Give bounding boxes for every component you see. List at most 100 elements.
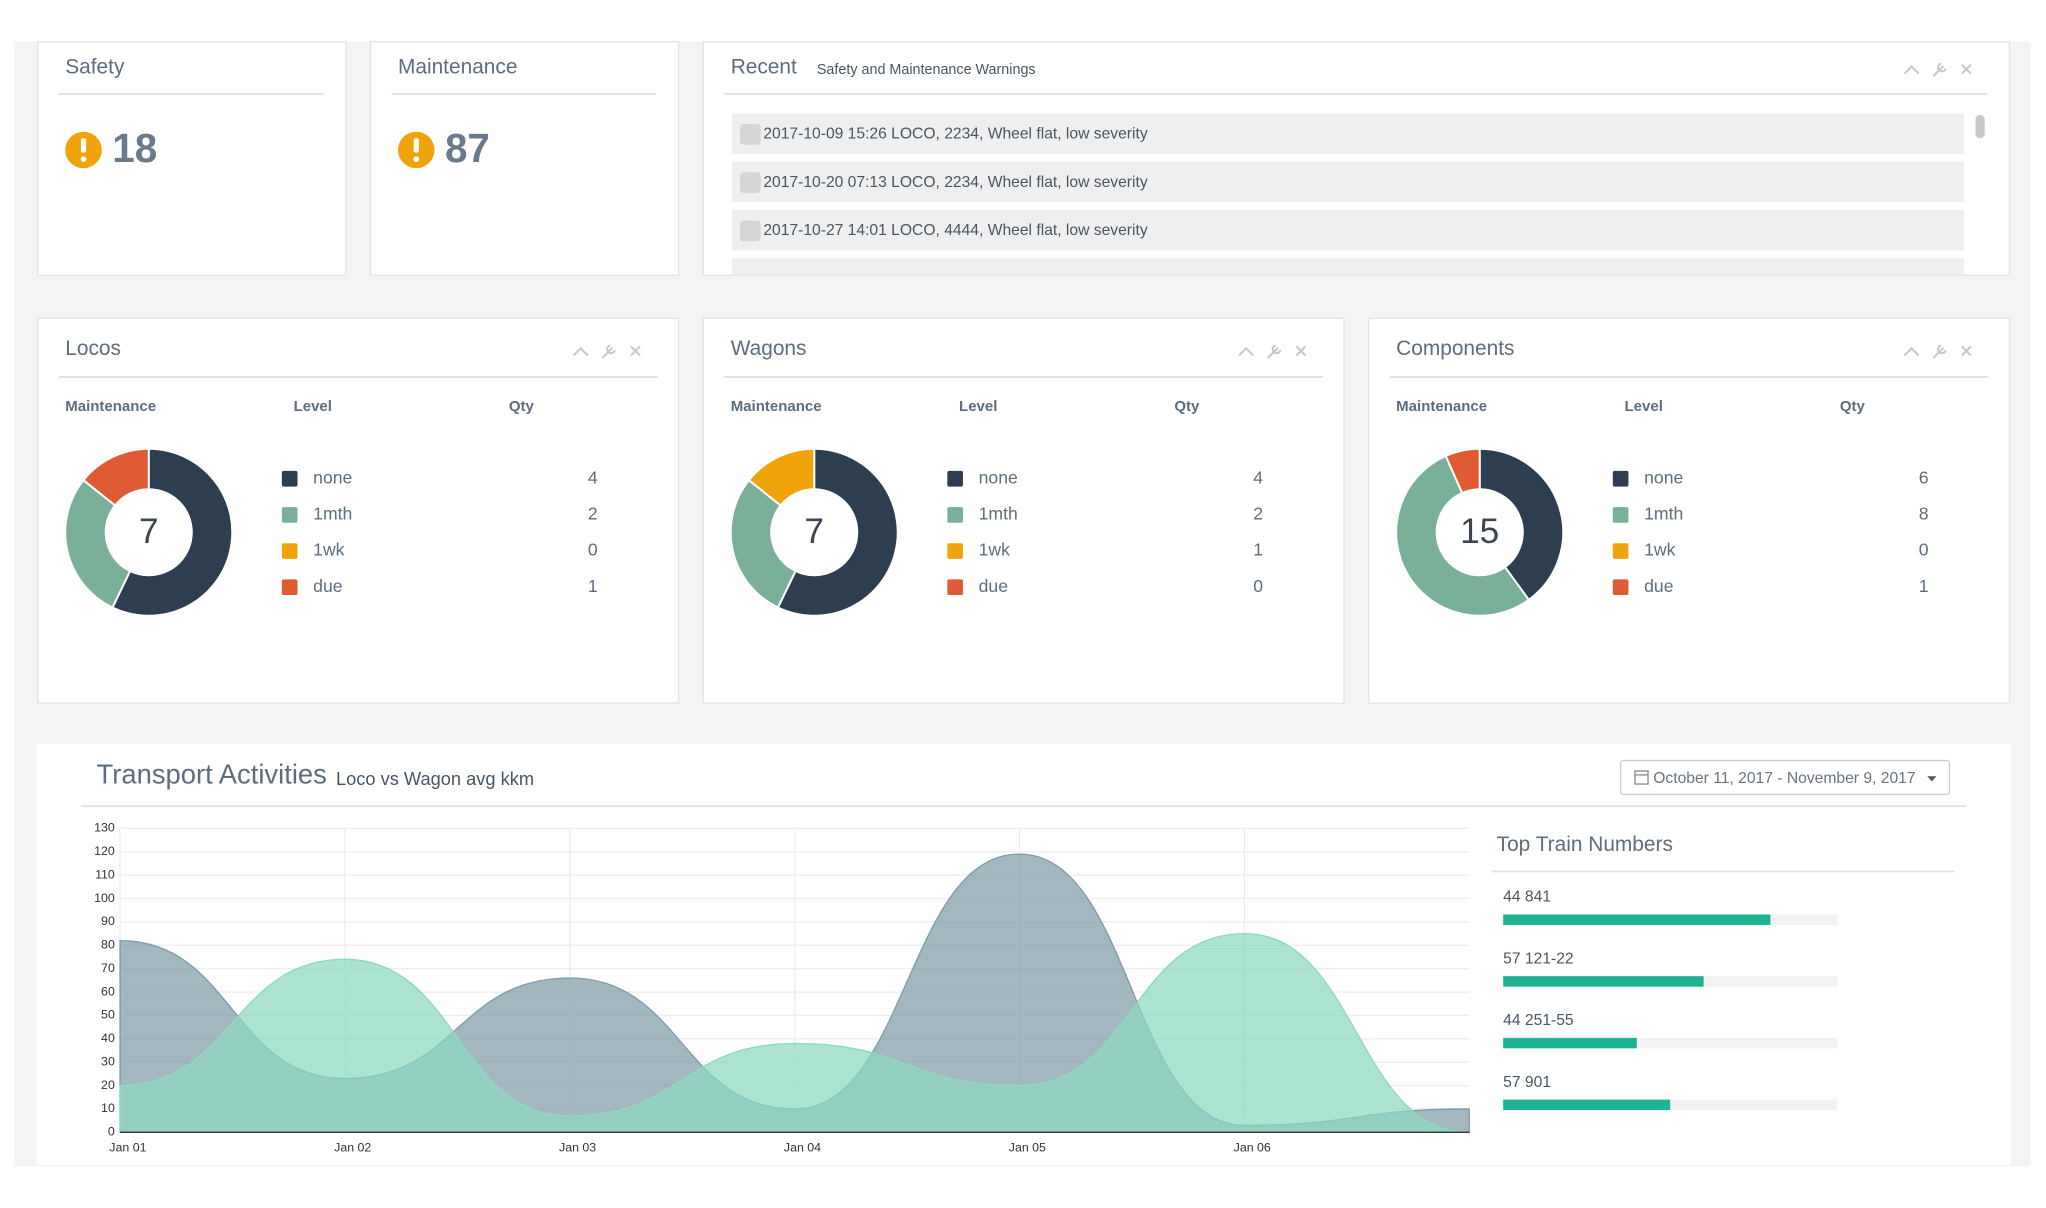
close-icon[interactable] bbox=[1961, 345, 1972, 356]
chart-title: Transport Activities bbox=[97, 758, 327, 789]
settings-icon[interactable] bbox=[1932, 62, 1947, 77]
alert-icon-dot bbox=[413, 156, 420, 163]
settings-icon[interactable] bbox=[1267, 344, 1282, 359]
legend-label: due bbox=[313, 576, 343, 596]
collapse-icon[interactable] bbox=[573, 346, 589, 356]
legend-label: 1mth bbox=[979, 504, 1018, 524]
counter-value: 87 bbox=[445, 125, 490, 171]
panel-title: Locos bbox=[65, 337, 121, 360]
recent-title: Recent bbox=[731, 55, 797, 78]
train-number: 44 251-55 bbox=[1503, 1012, 1574, 1029]
donut-segment bbox=[776, 447, 899, 617]
legend-label: none bbox=[979, 467, 1018, 487]
counter-panel bbox=[369, 41, 680, 276]
warning-checkbox[interactable] bbox=[739, 220, 761, 242]
column-header: Level bbox=[959, 398, 997, 415]
warning-row[interactable] bbox=[732, 210, 1964, 251]
progress-bar bbox=[1503, 914, 1771, 925]
y-tick-label: 10 bbox=[101, 1101, 115, 1115]
y-tick-label: 70 bbox=[101, 961, 115, 975]
scrollbar[interactable] bbox=[1975, 114, 1985, 139]
progress-track bbox=[1503, 1037, 1838, 1049]
counter-title: Safety bbox=[65, 55, 125, 78]
date-range-button[interactable]: October 11, 2017 - November 9, 2017 bbox=[1619, 759, 1951, 796]
donut-total: 7 bbox=[139, 512, 159, 551]
column-header: Level bbox=[1625, 398, 1663, 415]
column-header: Qty bbox=[1174, 398, 1200, 415]
legend-swatch bbox=[1612, 579, 1629, 595]
y-tick-label: 120 bbox=[94, 844, 115, 858]
legend-label: due bbox=[979, 576, 1009, 596]
legend-value: 4 bbox=[1253, 467, 1263, 487]
legend-value: 0 bbox=[588, 540, 598, 560]
close-icon[interactable] bbox=[1961, 64, 1972, 75]
alert-icon-bar bbox=[413, 138, 419, 153]
x-tick-label: Jan 05 bbox=[1009, 1140, 1046, 1154]
collapse-icon[interactable] bbox=[1238, 346, 1254, 356]
settings-icon[interactable] bbox=[601, 344, 616, 359]
warning-checkbox[interactable] bbox=[739, 172, 761, 194]
legend-swatch bbox=[281, 507, 298, 523]
donut-segment bbox=[64, 478, 132, 609]
warning-row[interactable] bbox=[732, 113, 1964, 154]
legend-swatch bbox=[281, 579, 298, 595]
warning-row-partial bbox=[732, 258, 1964, 276]
legend-value: 2 bbox=[1253, 504, 1263, 524]
legend-value: 1 bbox=[588, 576, 598, 596]
progress-bar bbox=[1503, 976, 1704, 987]
donut-panel bbox=[1368, 317, 2011, 704]
y-tick-label: 20 bbox=[101, 1078, 115, 1092]
warning-checkbox[interactable] bbox=[739, 123, 761, 145]
legend-label: 1wk bbox=[979, 540, 1011, 560]
warning-text: 2017-10-09 15:26 LOCO, 2234, Wheel flat,… bbox=[763, 126, 1147, 143]
column-header: Qty bbox=[509, 398, 535, 415]
column-header: Level bbox=[294, 398, 332, 415]
legend-value: 1 bbox=[1919, 576, 1929, 596]
date-range-text: October 11, 2017 - November 9, 2017 bbox=[1653, 770, 1915, 787]
counter-value: 18 bbox=[112, 125, 157, 171]
settings-icon[interactable] bbox=[1932, 344, 1947, 359]
x-tick-label: Jan 06 bbox=[1234, 1140, 1271, 1154]
collapse-icon[interactable] bbox=[1904, 346, 1920, 356]
progress-bar bbox=[1503, 1037, 1637, 1049]
donut-segment bbox=[82, 447, 150, 507]
legend-value: 0 bbox=[1919, 540, 1929, 560]
donut-segment bbox=[729, 478, 797, 609]
panel-controls bbox=[1238, 344, 1306, 359]
y-tick-label: 0 bbox=[108, 1125, 115, 1139]
y-tick-label: 60 bbox=[101, 984, 115, 998]
donut-segment bbox=[111, 447, 234, 617]
donut-segment bbox=[1444, 447, 1481, 495]
y-tick-label: 130 bbox=[94, 821, 115, 835]
legend-value: 2 bbox=[588, 504, 598, 524]
legend-swatch bbox=[1612, 470, 1629, 487]
legend-value: 6 bbox=[1919, 467, 1929, 487]
recent-subtitle: Safety and Maintenance Warnings bbox=[817, 62, 1036, 78]
panel-controls bbox=[1904, 344, 1972, 359]
close-icon[interactable] bbox=[630, 345, 641, 356]
close-icon[interactable] bbox=[1295, 345, 1306, 356]
column-header: Maintenance bbox=[731, 398, 822, 415]
column-header: Maintenance bbox=[1396, 398, 1487, 415]
warning-text: 2017-10-20 07:13 LOCO, 2234, Wheel flat,… bbox=[763, 174, 1147, 191]
calendar-icon bbox=[1634, 770, 1649, 785]
warning-text: 2017-10-27 14:01 LOCO, 4444, Wheel flat,… bbox=[763, 222, 1147, 239]
collapse-icon[interactable] bbox=[1904, 65, 1920, 75]
y-tick-label: 110 bbox=[95, 867, 115, 881]
warning-row[interactable] bbox=[732, 161, 1964, 203]
legend-label: 1wk bbox=[313, 540, 345, 560]
y-tick-label: 90 bbox=[101, 914, 115, 928]
legend-value: 4 bbox=[588, 467, 598, 487]
train-number: 57 121-22 bbox=[1503, 950, 1573, 967]
legend-value: 1 bbox=[1253, 540, 1263, 560]
legend-swatch bbox=[281, 470, 298, 487]
date-range-box[interactable] bbox=[1619, 759, 1951, 796]
legend-swatch bbox=[947, 543, 963, 559]
panel-title: Wagons bbox=[731, 337, 807, 360]
section-title: Top Train Numbers bbox=[1497, 833, 1673, 856]
legend-label: none bbox=[1644, 467, 1683, 487]
x-tick-label: Jan 01 bbox=[109, 1140, 146, 1154]
legend-label: 1wk bbox=[1644, 540, 1676, 560]
donut-panel bbox=[37, 317, 680, 704]
